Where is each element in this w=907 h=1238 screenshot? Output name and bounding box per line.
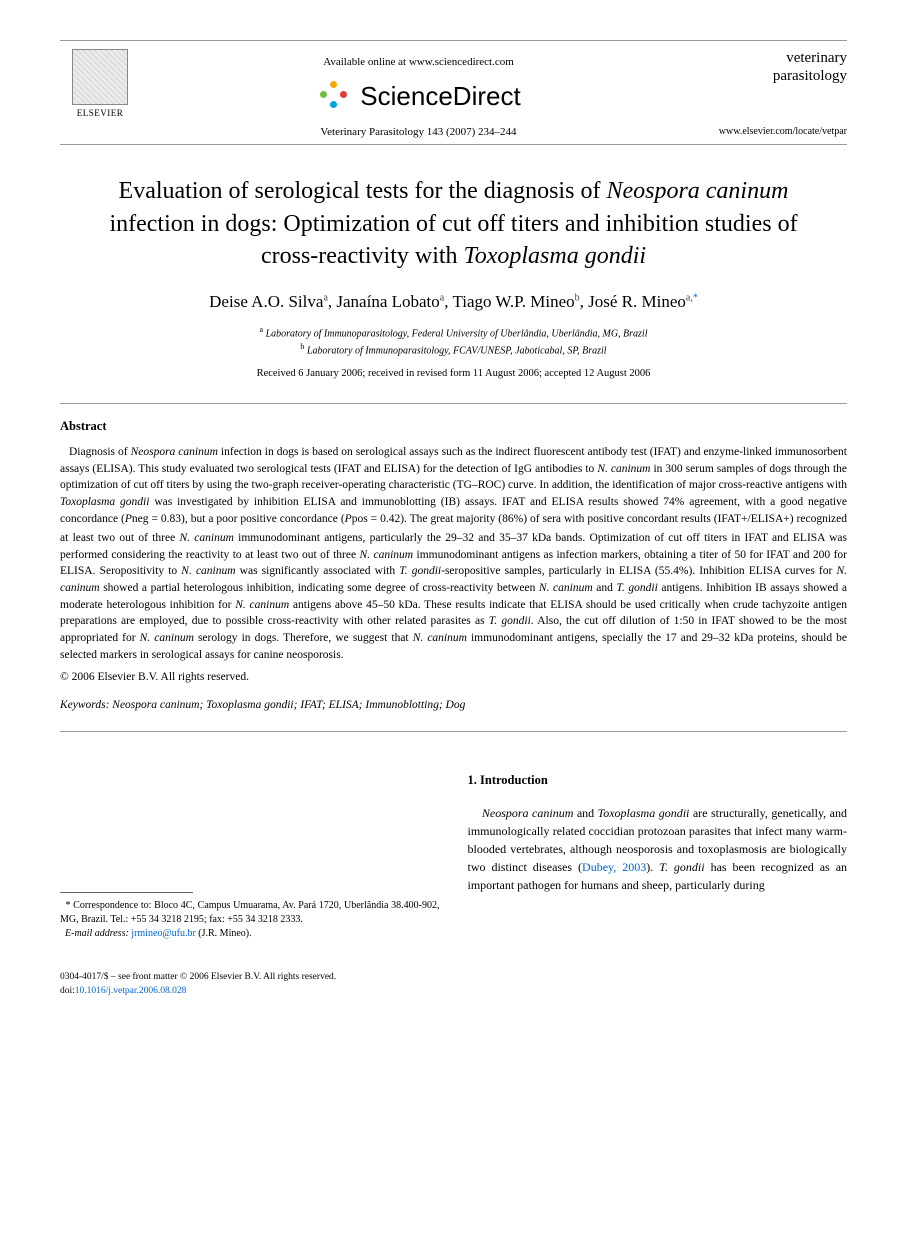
abs-i6: N. caninum: [181, 565, 235, 577]
abs-t5: neg = 0.83), but a poor positive concord…: [132, 513, 345, 525]
author-2: Janaína Lobatoa: [336, 292, 444, 311]
abs-i7: T. gondii: [399, 565, 441, 577]
abstract-heading: Abstract: [60, 418, 847, 436]
affiliation-a: a Laboratory of Immunoparasitology, Fede…: [60, 324, 847, 341]
availability-text: Available online at www.sciencedirect.co…: [140, 55, 697, 70]
correspondence-footnote: * Correspondence to: Bloco 4C, Campus Um…: [60, 899, 440, 927]
author-3-sup: b: [575, 293, 580, 304]
abs-i13: N. caninum: [140, 632, 194, 644]
author-3: Tiago W.P. Mineob: [452, 292, 579, 311]
author-2-sup: a: [440, 293, 444, 304]
journal-brand: veterinary parasitology: [697, 49, 847, 85]
abs-i2: N. caninum: [597, 463, 650, 475]
sciencedirect-icon: [316, 79, 352, 115]
affiliation-a-sup: a: [260, 325, 264, 334]
elsevier-label: ELSEVIER: [60, 107, 140, 120]
abs-i10: T. gondii: [616, 582, 657, 594]
abs-t16: serology in dogs. Therefore, we suggest …: [194, 632, 413, 644]
author-4-name: José R. Mineo: [588, 292, 686, 311]
article-title: Evaluation of serological tests for the …: [80, 175, 827, 272]
abs-i11: N. caninum: [235, 599, 289, 611]
intro-t5: ).: [646, 860, 659, 874]
email-label: E-mail address:: [65, 928, 129, 939]
footer-doi: doi:10.1016/j.vetpar.2006.08.028: [60, 985, 847, 998]
left-column: * Correspondence to: Bloco 4C, Campus Um…: [60, 772, 440, 941]
author-4: José R. Mineoa,*: [588, 292, 698, 311]
rule-below-keywords: [60, 731, 847, 732]
intro-t2: and: [573, 806, 597, 820]
author-4-sup: a,: [686, 293, 693, 304]
title-text-1: Evaluation of serological tests for the …: [119, 178, 607, 204]
author-2-name: Janaína Lobato: [336, 292, 439, 311]
title-italic-2: Toxoplasma gondii: [464, 243, 646, 269]
keywords: Keywords: Neospora caninum; Toxoplasma g…: [60, 697, 847, 713]
rule-above-abstract: [60, 403, 847, 404]
header-center: Available online at www.sciencedirect.co…: [140, 49, 697, 140]
author-3-name: Tiago W.P. Mineo: [452, 292, 574, 311]
title-text-2: infection in dogs: Optimization of cut o…: [109, 211, 797, 269]
intro-i1: Neospora caninum: [482, 806, 573, 820]
journal-url: www.elsevier.com/locate/vetpar: [697, 125, 847, 139]
sciencedirect-name: ScienceDirect: [360, 78, 520, 114]
abs-i9: N. caninum: [539, 582, 593, 594]
article-dates: Received 6 January 2006; received in rev…: [60, 367, 847, 382]
journal-reference: Veterinary Parasitology 143 (2007) 234–2…: [140, 125, 697, 140]
two-column-body: * Correspondence to: Bloco 4C, Campus Um…: [60, 772, 847, 941]
abstract-copyright: © 2006 Elsevier B.V. All rights reserved…: [60, 669, 847, 685]
title-italic-1: Neospora caninum: [606, 178, 788, 204]
affiliation-b-sup: b: [300, 342, 304, 351]
sciencedirect-row: ScienceDirect: [140, 78, 697, 114]
abs-t1: Diagnosis of: [69, 446, 131, 458]
affiliations: a Laboratory of Immunoparasitology, Fede…: [60, 324, 847, 359]
abs-i5: N. caninum: [360, 549, 414, 561]
abs-t11: showed a partial heterologous inhibition…: [100, 582, 539, 594]
affiliation-b-text: Laboratory of Immunoparasitology, FCAV/U…: [307, 346, 607, 357]
page-footer: 0304-4017/$ – see front matter © 2006 El…: [60, 971, 847, 998]
intro-heading: 1. Introduction: [468, 772, 848, 790]
elsevier-logo-block: ELSEVIER: [60, 49, 140, 120]
header-bar: ELSEVIER Available online at www.science…: [60, 40, 847, 145]
email-link[interactable]: jrmineo@ufu.br: [131, 928, 195, 939]
footer-issn: 0304-4017/$ – see front matter © 2006 El…: [60, 971, 847, 984]
author-1-name: Deise A.O. Silva: [209, 292, 323, 311]
right-column: 1. Introduction Neospora caninum and Tox…: [468, 772, 848, 941]
header-right: veterinary parasitology www.elsevier.com…: [697, 49, 847, 139]
doi-label: doi:: [60, 986, 75, 996]
keywords-list: Neospora caninum; Toxoplasma gondii; IFA…: [109, 699, 465, 711]
affiliation-b: b Laboratory of Immunoparasitology, FCAV…: [60, 341, 847, 358]
abs-i3: Toxoplasma gondii: [60, 496, 149, 508]
author-1-sup: a: [323, 293, 327, 304]
doi-link[interactable]: 10.1016/j.vetpar.2006.08.028: [75, 986, 187, 996]
email-paren: (J.R. Mineo).: [196, 928, 252, 939]
abs-i1: Neospora caninum: [131, 446, 218, 458]
abs-i14: N. caninum: [413, 632, 467, 644]
abs-pneg: P: [125, 513, 132, 525]
journal-brand-line1: veterinary: [697, 49, 847, 67]
author-list: Deise A.O. Silvaa, Janaína Lobatoa, Tiag…: [60, 290, 847, 314]
corresponding-author-link[interactable]: *: [693, 293, 698, 304]
elsevier-tree-icon: [72, 49, 128, 105]
abs-i12: T. gondii: [489, 615, 531, 627]
abs-t12: and: [593, 582, 617, 594]
abs-t10: -seropositive samples, particularly in E…: [441, 565, 836, 577]
intro-i3: T. gondii: [659, 860, 704, 874]
footnote-rule: [60, 892, 193, 893]
corr-label: * Correspondence to:: [65, 900, 154, 911]
journal-brand-line2: parasitology: [697, 67, 847, 85]
abs-i4: N. caninum: [179, 532, 233, 544]
intro-paragraph: Neospora caninum and Toxoplasma gondii a…: [468, 804, 848, 894]
author-1: Deise A.O. Silvaa: [209, 292, 328, 311]
abstract-body: Diagnosis of Neospora caninum infection …: [60, 444, 847, 663]
email-footnote: E-mail address: jrmineo@ufu.br (J.R. Min…: [60, 927, 440, 941]
affiliation-a-text: Laboratory of Immunoparasitology, Federa…: [266, 328, 648, 339]
abs-ppos: P: [345, 513, 352, 525]
abs-t9: was significantly associated with: [236, 565, 400, 577]
citation-link[interactable]: Dubey, 2003: [582, 860, 646, 874]
intro-i2: Toxoplasma gondii: [598, 806, 690, 820]
keywords-label: Keywords:: [60, 699, 109, 711]
